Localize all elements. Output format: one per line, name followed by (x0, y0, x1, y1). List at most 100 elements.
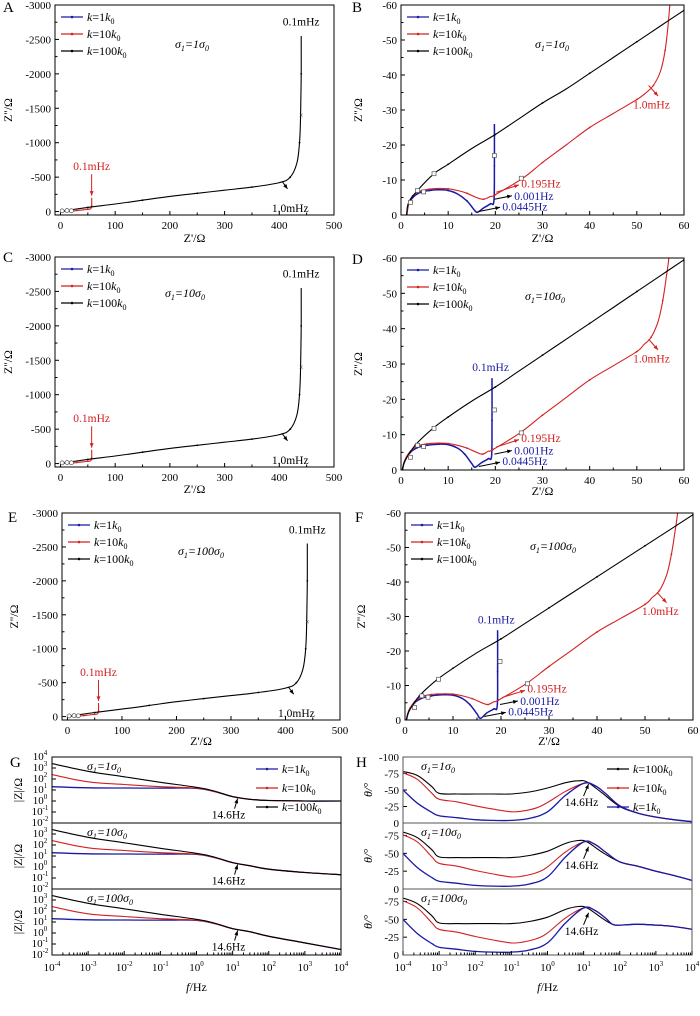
data-point (304, 647, 307, 650)
y-tick-label: -50 (384, 914, 399, 926)
annotation: 0.001Hz (494, 446, 553, 458)
annotation: 0.195Hz (501, 684, 567, 699)
tick-exponent: -1 (43, 804, 49, 812)
text-part: k (94, 535, 100, 549)
y-tick-label: -3000 (32, 508, 58, 520)
tick-label: 103 (33, 826, 48, 840)
tick-exponent: 1 (44, 848, 48, 856)
text-part: 1 (427, 898, 431, 907)
x-tick-label: 40 (584, 220, 596, 232)
y-tick-label: -30 (382, 359, 397, 371)
y-tick-label: -50 (382, 288, 397, 300)
series-line-k1 (405, 123, 496, 215)
text-part: k (94, 552, 100, 566)
legend-label: k=100k0 (87, 44, 126, 60)
condition-label: σ1=1σ0 (421, 759, 455, 775)
y-axis-label: Z''/Ω (354, 604, 368, 628)
text-part: 0 (572, 546, 576, 555)
x-label-var: f (537, 980, 542, 994)
data-point (494, 193, 497, 196)
text-part: 0 (472, 559, 476, 568)
annotation-arrow-head (234, 798, 239, 804)
tick-exponent: 3 (660, 960, 664, 968)
annotation-arrow-head (584, 846, 589, 852)
annotation: 0.001Hz (499, 696, 559, 708)
y-tick-label: -50 (384, 848, 399, 860)
annotation-arrow-head (513, 439, 519, 443)
x-tick-label: 200 (162, 472, 179, 484)
annotation-arrow-head (89, 443, 94, 448)
y-axis-label: |Z|/Ω (11, 844, 25, 868)
text-part: =100 (438, 44, 463, 58)
data-point (257, 691, 260, 694)
tick-exponent: 3 (44, 892, 48, 900)
text-part: k (437, 552, 443, 566)
annotation-arrow-head (662, 597, 667, 603)
tick-base: 10 (33, 927, 45, 939)
tick-exponent: -2 (43, 947, 49, 955)
text-part: k (312, 800, 318, 814)
text-part: 1 (93, 832, 97, 841)
data-point (298, 393, 301, 396)
text-part: σ (214, 544, 221, 558)
data-point (447, 189, 450, 192)
text-part: 0 (662, 788, 666, 797)
text-part: σ (530, 539, 537, 553)
annotation: 14.6Hz (212, 798, 245, 822)
data-point (86, 206, 89, 209)
data-point (482, 198, 485, 201)
data-point (635, 40, 638, 43)
y-tick-label: -25 (384, 802, 399, 814)
condition-label: σ1=100σ0 (178, 544, 224, 560)
tick-exponent: -3 (91, 960, 97, 968)
y-tick-label: 0 (396, 715, 402, 727)
tick-label: 103 (33, 760, 48, 774)
series-line-k100 (52, 763, 341, 802)
tick-base: 10 (189, 962, 201, 974)
data-point (82, 714, 85, 717)
annotation-arrow-head (500, 711, 506, 716)
annotation-label: 0.1mHz (289, 524, 326, 536)
panel-G: G10-210-1100101102103104|Z|/Ωσ1=1σ014.6H… (10, 749, 349, 994)
data-point (251, 186, 253, 189)
text-part: =100 (638, 762, 663, 776)
data-point (141, 199, 144, 202)
plot-frame (61, 512, 341, 721)
tick-exponent: -3 (442, 960, 448, 968)
tick-base: 10 (32, 883, 44, 895)
tick-base: 10 (334, 962, 346, 974)
data-point (658, 589, 661, 592)
plot-area: × (59, 287, 303, 466)
series-line-k1 (401, 378, 493, 470)
tick-base: 10 (33, 762, 45, 774)
x-label-unit: /Hz (190, 980, 207, 994)
annotation: 0.1mHz (283, 17, 320, 29)
text-part: k (633, 762, 639, 776)
annotation: 0.1mHz (73, 161, 110, 196)
text-part: =100 (92, 44, 117, 58)
text-part: 0 (122, 51, 126, 60)
data-point (596, 575, 598, 578)
tick-base: 10 (33, 795, 45, 807)
tick-exponent: -1 (43, 936, 49, 944)
y-tick-label: 0 (53, 712, 59, 724)
data-point (452, 667, 454, 670)
x-tick-label: 0 (398, 475, 404, 487)
text-part: k (433, 44, 439, 58)
text-part: k (457, 27, 463, 41)
text-part: 1 (536, 546, 540, 555)
text-part: k (87, 10, 93, 24)
tick-label: 100 (33, 859, 48, 873)
data-point (86, 458, 89, 461)
open-marker (525, 681, 530, 687)
text-part: 0 (205, 44, 209, 53)
open-marker (415, 188, 420, 193)
legend-marker (77, 523, 81, 527)
text-part: k (451, 263, 457, 277)
text-part: k (651, 800, 657, 814)
open-marker (76, 713, 81, 719)
text-part: k (87, 296, 93, 310)
legend-label: k=10k0 (87, 279, 120, 295)
text-part: k (455, 518, 461, 532)
